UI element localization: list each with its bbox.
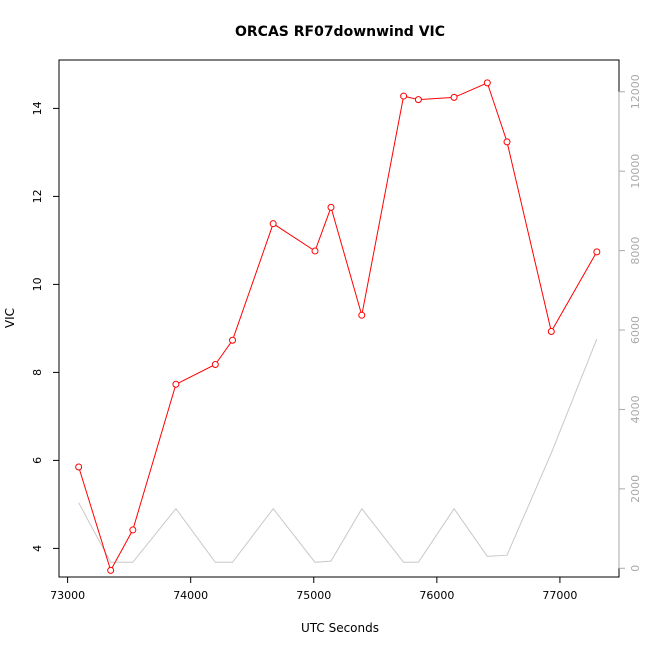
y2-tick-label: 12000	[629, 74, 642, 109]
y-tick-label: 14	[31, 101, 44, 115]
vic-data-point	[503, 138, 511, 146]
vic-data-point	[327, 203, 335, 211]
y-tick-label: 10	[31, 277, 44, 291]
y-tick-label: 6	[31, 457, 44, 464]
y-axis-right: 0 2000 4000 6000 8000 10000 12000	[618, 74, 642, 572]
y2-tick-label: 2000	[629, 475, 642, 503]
series-layer	[75, 79, 601, 574]
x-tick-label: 76000	[419, 589, 454, 602]
y2-tick-label: 10000	[629, 154, 642, 189]
vic-data-point	[75, 463, 83, 471]
x-tick-label: 74000	[173, 589, 208, 602]
vic-data-point	[172, 380, 180, 388]
y-axis-label: VIC	[3, 308, 17, 328]
y2-tick-label: 6000	[629, 316, 642, 344]
secondary-series-line	[78, 338, 598, 563]
vic-series-line	[78, 82, 598, 572]
x-tick-label: 73000	[50, 589, 85, 602]
y-tick-label: 8	[31, 369, 44, 376]
vic-data-point	[129, 526, 137, 534]
y-tick-label: 4	[31, 545, 44, 552]
x-tick-label: 75000	[296, 589, 331, 602]
vic-data-point	[229, 336, 237, 344]
y2-tick-label: 0	[629, 565, 642, 572]
vic-data-point	[269, 220, 277, 228]
vic-data-point	[450, 93, 458, 101]
vic-data-point	[311, 247, 319, 255]
vic-data-point	[483, 79, 491, 87]
chart-title: ORCAS RF07downwind VIC	[235, 24, 445, 40]
y2-tick-label: 4000	[629, 395, 642, 423]
vic-data-point	[400, 92, 408, 100]
vic-data-point	[211, 360, 219, 368]
vic-data-point	[547, 327, 555, 335]
vic-data-point	[414, 96, 422, 104]
vic-data-point	[358, 311, 366, 319]
y-axis-left: 4 6 8 10 12 14	[31, 101, 60, 552]
vic-data-point	[593, 248, 601, 256]
x-axis-label: UTC Seconds	[301, 621, 379, 635]
x-axis: 73000 74000 75000 76000 77000	[50, 576, 577, 602]
y2-tick-label: 8000	[629, 237, 642, 265]
y-tick-label: 12	[31, 189, 44, 203]
vic-data-point	[107, 566, 115, 574]
x-tick-label: 77000	[542, 589, 577, 602]
plot-frame	[58, 59, 620, 578]
